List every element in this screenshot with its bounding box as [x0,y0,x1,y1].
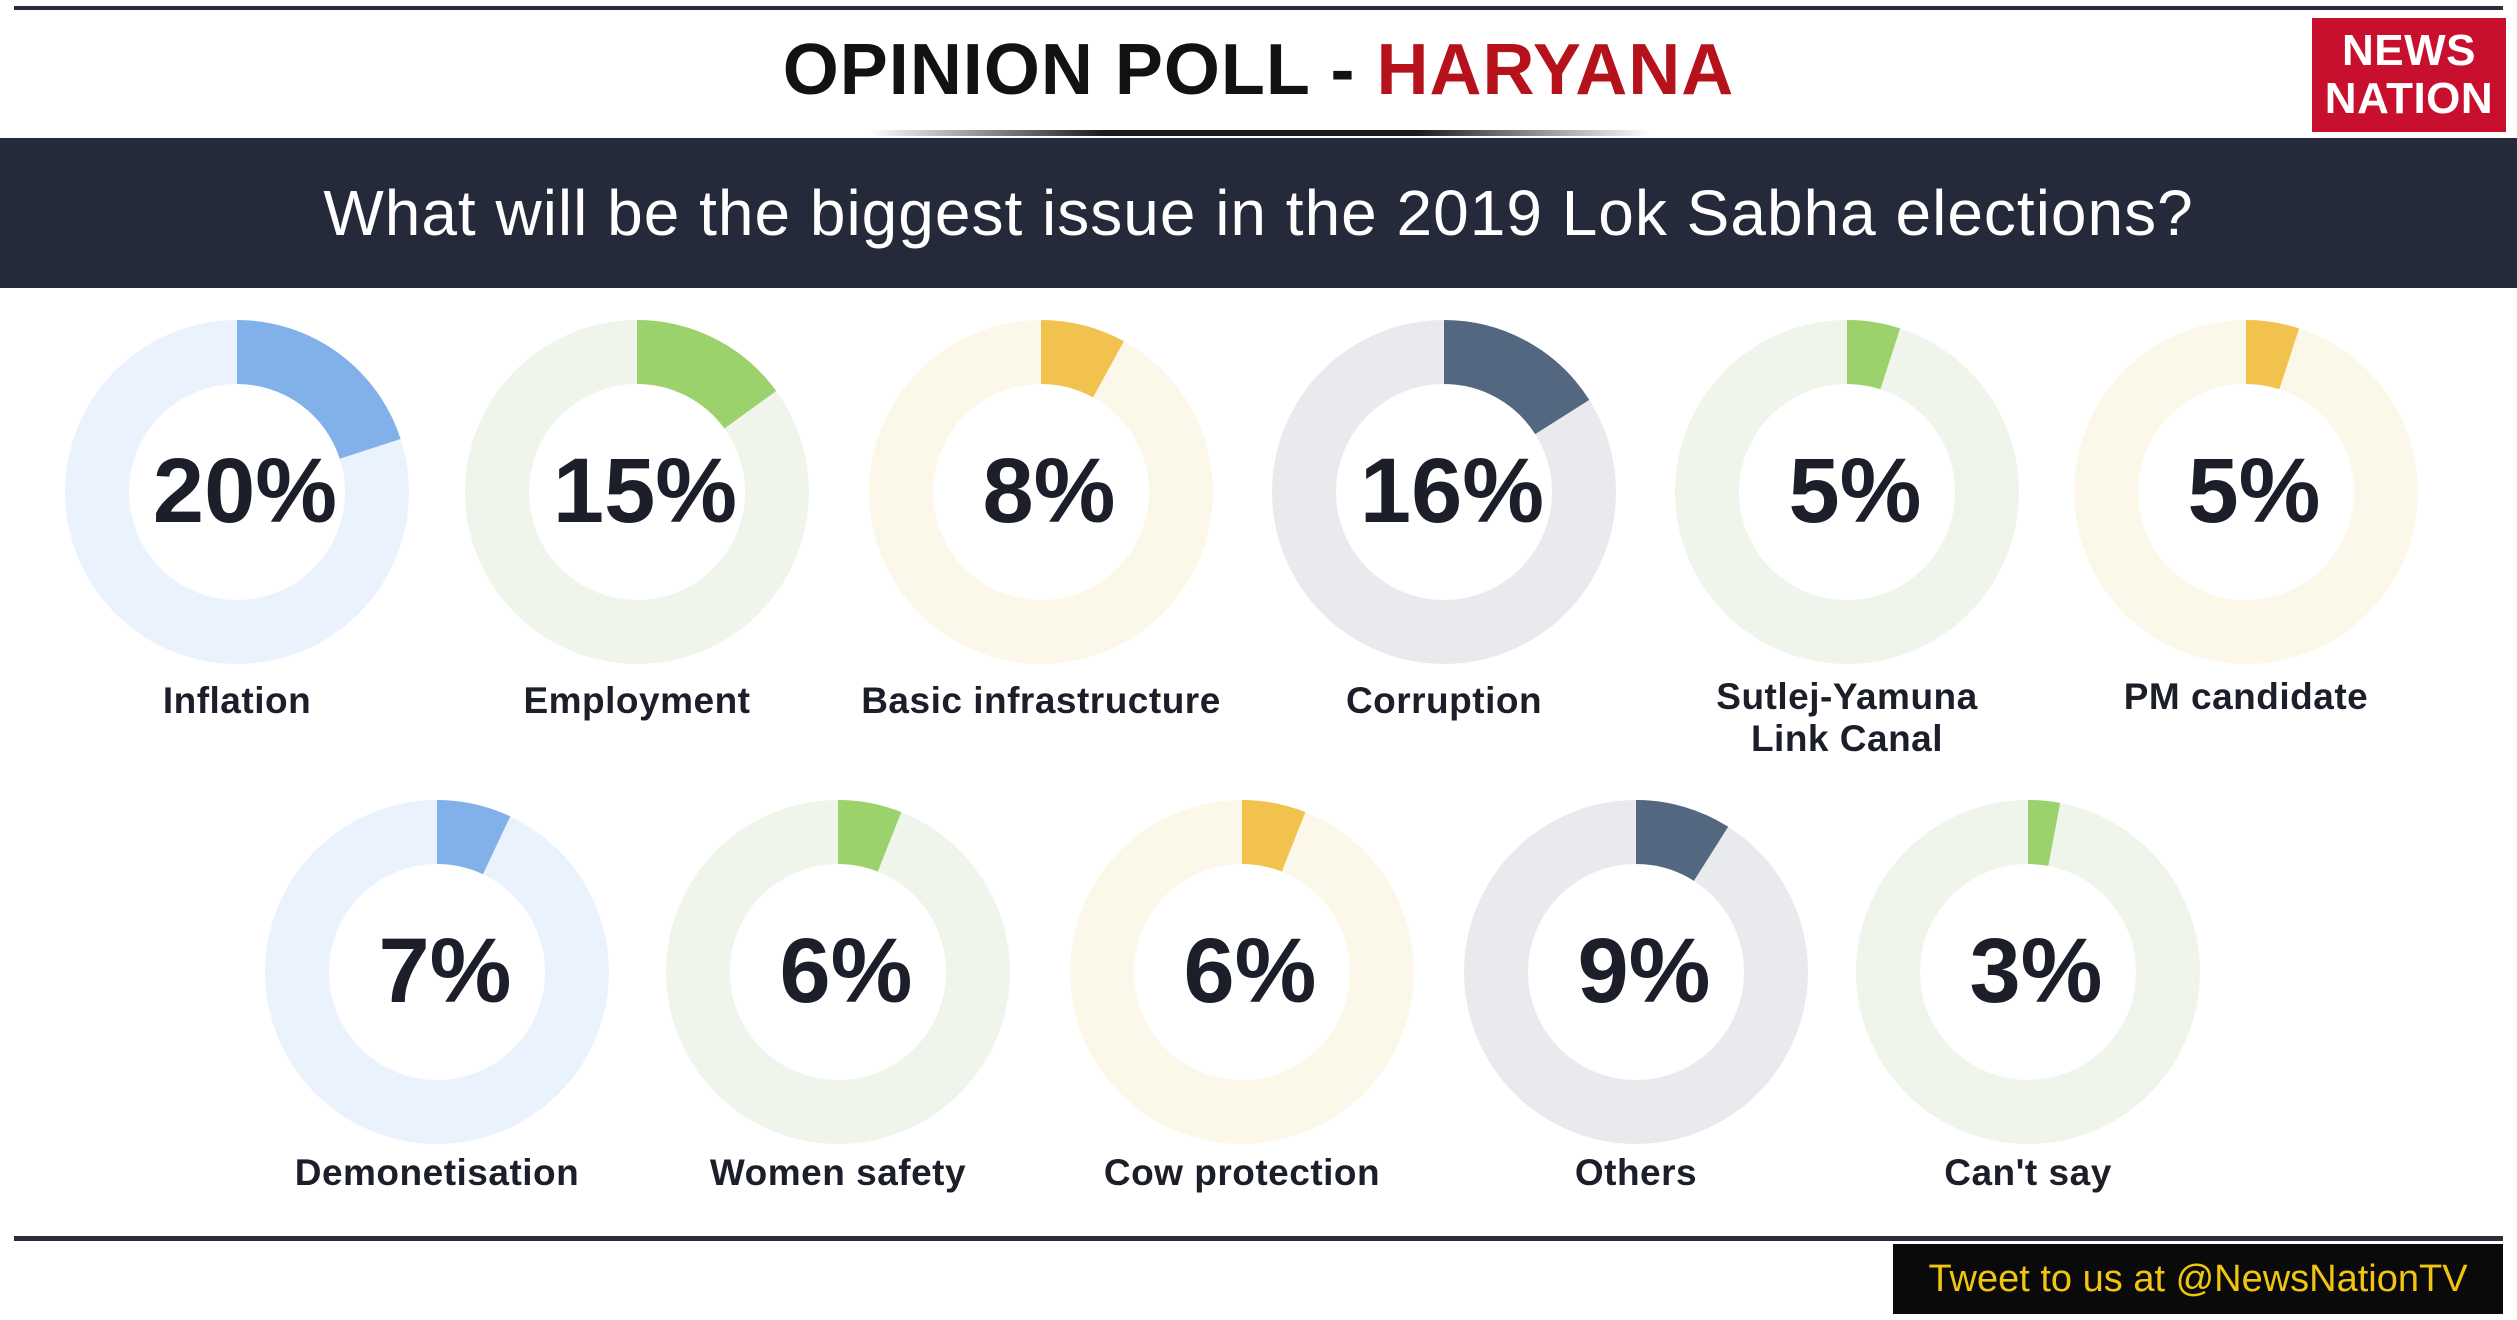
category-label: Employment [523,680,751,721]
category-label: Women safety [709,1152,967,1193]
question-banner: What will be the biggest issue in the 20… [0,138,2517,288]
donut-segment [2074,320,2418,664]
percent-label: 16% [1360,440,1544,542]
title-main: OPINION POLL - [782,30,1377,110]
donut-4: 16% [1272,320,1616,664]
title-accent: HARYANA [1376,30,1735,110]
donut-segment [1856,800,2200,1144]
percent-label: 6% [780,920,913,1022]
donut-segment [265,800,609,1144]
percent-label: 3% [1970,920,2103,1022]
category-label: PM candidate [2123,676,2369,717]
percent-label: 6% [1184,920,1317,1022]
donut-3: 8% [869,320,1213,664]
donut-segment [465,320,809,664]
logo-line-1: NEWS [2342,26,2476,75]
percent-label: 20% [153,440,337,542]
title-underline [870,130,1650,136]
percent-label: 15% [553,440,737,542]
donut-segment [1464,800,1808,1144]
percent-label: 8% [983,440,1116,542]
category-label: Sutlej-Yamuna Link Canal [1716,676,1978,759]
donut-11: 3% [1856,800,2200,1144]
category-label: Corruption [1345,680,1543,721]
donut-10: 9% [1464,800,1808,1144]
logo-line-2: NATION [2324,74,2494,123]
page-title: OPINION POLL - HARYANA [0,28,2517,112]
donut-segment [65,320,409,664]
donut-segment [1070,800,1414,1144]
category-label: Demonetisation [294,1152,580,1193]
category-label: Basic infrastructure [861,680,1221,721]
top-divider [14,6,2503,10]
percent-label: 5% [1789,440,1922,542]
category-label: Others [1574,1152,1698,1193]
donut-8: 6% [666,800,1010,1144]
donut-9: 6% [1070,800,1414,1144]
tweet-footer: Tweet to us at @NewsNationTV [1893,1244,2503,1314]
percent-label: 7% [379,920,512,1022]
donut-1: 20% [65,320,409,664]
news-nation-logo: NEWS NATION [2312,18,2506,132]
category-label: Can't say [1944,1152,2112,1193]
percent-label: 5% [2188,440,2321,542]
category-label: Cow protection [1103,1152,1381,1193]
percent-label: 9% [1578,920,1711,1022]
donut-6: 5% [2074,320,2418,664]
donut-segment [869,320,1213,664]
donut-2: 15% [465,320,809,664]
donut-segment [1675,320,2019,664]
donut-7: 7% [265,800,609,1144]
donut-5: 5% [1675,320,2019,664]
donut-segment [1272,320,1616,664]
bottom-divider [14,1236,2503,1241]
category-label: Inflation [162,680,312,721]
donut-segment [666,800,1010,1144]
